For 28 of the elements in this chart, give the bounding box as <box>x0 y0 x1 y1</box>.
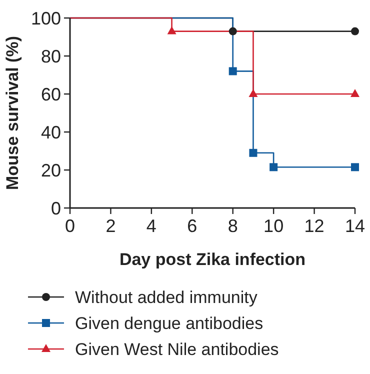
x-tick-label: 4 <box>146 216 156 236</box>
point <box>249 148 258 157</box>
x-tick-label: 14 <box>344 216 366 236</box>
point <box>351 27 359 36</box>
x-tick-label: 6 <box>187 216 198 236</box>
point <box>228 27 237 36</box>
y-tick-label: 80 <box>40 46 61 66</box>
y-tick-label: 100 <box>30 8 61 28</box>
y-tick-label: 0 <box>50 198 61 218</box>
x-axis-title: Day post Zika infection <box>119 250 306 269</box>
point <box>350 89 360 97</box>
x-tick-label: 10 <box>264 216 284 236</box>
point <box>351 163 359 172</box>
y-tick-label: 60 <box>40 84 61 104</box>
point <box>167 26 176 34</box>
y-tick-label: 20 <box>40 160 61 180</box>
legend-label: Given dengue antibodies <box>75 314 264 333</box>
y-axis-title: Mouse survival (%) <box>3 36 22 190</box>
x-tick-label: 0 <box>64 216 76 236</box>
point <box>270 163 278 172</box>
point <box>248 89 258 97</box>
legend-label: Without added immunity <box>75 288 258 307</box>
x-tick-label: 12 <box>304 216 324 236</box>
x-tick-label: 8 <box>228 216 238 236</box>
x-tick-label: 2 <box>106 216 116 236</box>
point <box>228 67 237 76</box>
y-tick-label: 40 <box>40 122 61 142</box>
legend-label: Given West Nile antibodies <box>75 340 279 359</box>
